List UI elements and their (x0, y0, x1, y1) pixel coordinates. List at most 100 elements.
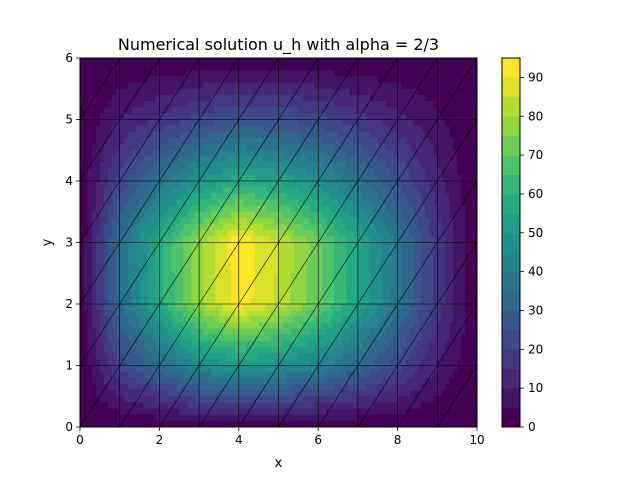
field-cell (107, 328, 113, 336)
field-cell (445, 359, 450, 366)
field-cell (314, 94, 319, 102)
field-cell (365, 174, 371, 182)
field-cell (465, 144, 470, 151)
field-cell (262, 70, 267, 77)
field-cell (369, 248, 375, 256)
field-cell (473, 334, 477, 342)
field-cell (318, 82, 323, 90)
field-cell (211, 254, 216, 262)
field-cell (262, 340, 267, 348)
field-cell (211, 64, 216, 71)
field-cell (353, 162, 359, 170)
field-cell (357, 205, 363, 213)
field-cell (330, 199, 335, 206)
field-cell (262, 88, 267, 96)
field-cell (397, 347, 402, 354)
field-cell (147, 328, 152, 336)
field-cell (429, 174, 434, 182)
field-cell (322, 236, 327, 243)
field-cell (80, 254, 85, 262)
field-cell (80, 156, 85, 163)
field-cell (473, 328, 477, 336)
field-cell (290, 285, 295, 293)
field-cell (425, 64, 430, 71)
field-cell (417, 76, 422, 83)
field-cell (214, 236, 220, 243)
field-cell (318, 101, 323, 108)
field-cell (318, 267, 323, 274)
field-cell (143, 353, 148, 360)
field-cell (242, 113, 248, 120)
field-cell (211, 291, 216, 299)
field-cell (437, 156, 442, 163)
field-cell (139, 359, 144, 366)
field-cell (306, 174, 311, 182)
field-cell (353, 150, 359, 157)
field-cell (91, 193, 97, 200)
field-cell (465, 156, 470, 163)
field-cell (218, 297, 224, 305)
field-cell (338, 359, 343, 366)
field-cell (111, 359, 117, 366)
field-cell (226, 199, 232, 206)
field-cell (429, 205, 434, 213)
field-cell (453, 181, 458, 188)
field-cell (349, 199, 355, 206)
field-cell (282, 254, 287, 262)
field-cell (349, 156, 355, 163)
field-cell (226, 101, 232, 108)
field-cell (413, 359, 418, 366)
field-cell (234, 70, 240, 77)
field-cell (95, 156, 101, 163)
field-cell (155, 187, 160, 194)
field-cell (433, 101, 438, 108)
field-cell (270, 193, 275, 200)
field-cell (405, 217, 410, 225)
field-cell (278, 88, 283, 96)
field-cell (381, 187, 387, 194)
field-cell (222, 174, 228, 182)
field-cell (171, 88, 176, 96)
field-cell (294, 144, 299, 151)
field-cell (163, 70, 168, 77)
field-cell (401, 187, 406, 194)
field-cell (306, 334, 311, 342)
field-cell (409, 76, 414, 83)
field-cell (465, 224, 470, 231)
field-cell (385, 181, 391, 188)
field-cell (349, 70, 355, 77)
field-cell (119, 291, 125, 299)
field-cell (381, 125, 387, 133)
field-cell (445, 199, 450, 206)
field-cell (83, 101, 89, 108)
field-cell (326, 310, 331, 317)
field-cell (361, 267, 367, 274)
field-cell (199, 316, 204, 323)
field-cell (238, 254, 244, 262)
field-cell (131, 174, 136, 182)
field-cell (167, 260, 172, 268)
field-cell (342, 107, 347, 114)
field-cell (453, 328, 458, 336)
field-cell (171, 242, 176, 250)
field-cell (274, 88, 279, 96)
field-cell (377, 310, 383, 317)
field-cell (377, 70, 383, 77)
field-cell (405, 70, 410, 77)
field-cell (135, 187, 140, 194)
field-cell (218, 187, 224, 194)
field-cell (242, 82, 248, 90)
field-cell (369, 125, 375, 133)
field-cell (155, 205, 160, 213)
field-cell (207, 131, 212, 139)
field-cell (405, 230, 410, 237)
field-cell (401, 359, 406, 366)
field-cell (191, 322, 196, 329)
field-cell (87, 328, 93, 336)
field-cell (135, 279, 140, 286)
field-cell (80, 144, 85, 151)
field-cell (278, 162, 283, 170)
field-cell (310, 217, 315, 225)
field-cell (421, 297, 426, 305)
field-cell (218, 94, 224, 102)
